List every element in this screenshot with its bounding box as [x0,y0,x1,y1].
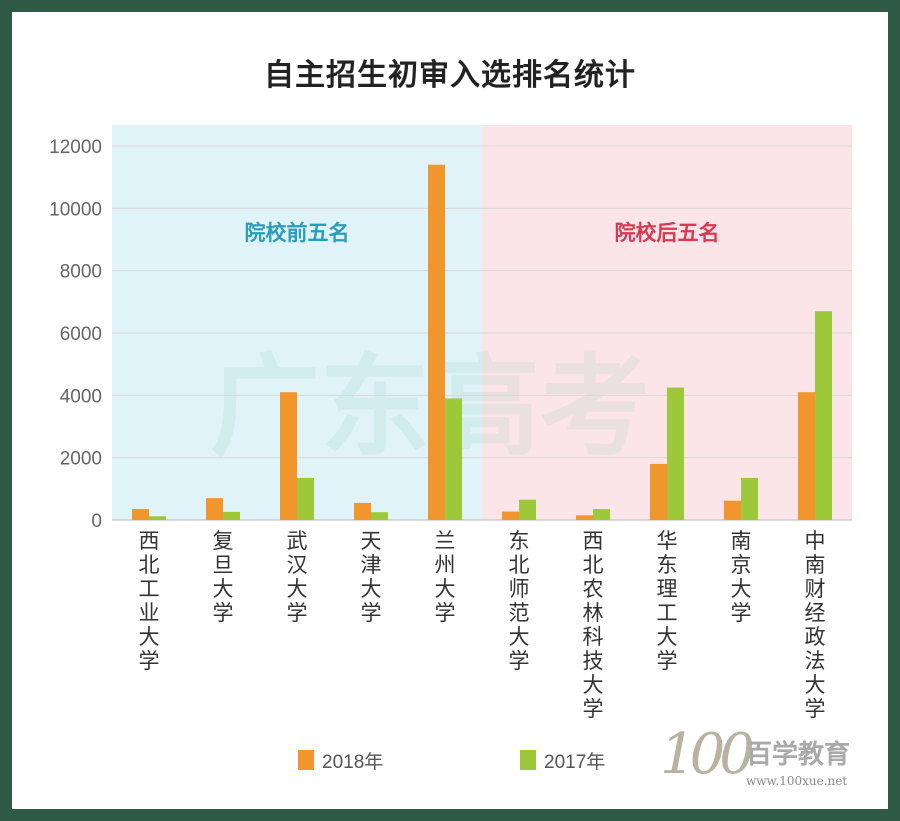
bar-2018 [724,500,741,520]
band-label: 院校后五名 [615,221,720,245]
bar-2018 [132,509,149,520]
x-category-label: 东北师范大学 [509,529,530,673]
x-category-label: 南京大学 [731,529,752,625]
bar-2018 [798,392,815,520]
legend-swatch [520,750,536,770]
bar-2018 [206,498,223,520]
bar-2017 [297,477,314,520]
bar-2018 [502,511,519,520]
bar-2017 [815,311,832,520]
x-category-label: 兰州大学 [435,529,456,625]
bar-2018 [354,502,371,520]
legend-label: 2017年 [544,751,605,773]
brand-logo: 100 百学教育 www.100xue.net [660,722,851,796]
y-tick-label: 6000 [60,324,102,345]
bar-2018 [428,164,445,520]
x-category-label: 中南财经政法大学 [805,529,826,721]
band-label: 院校前五名 [245,221,350,245]
bar-2017 [741,477,758,520]
x-category-label: 西北工业大学 [139,529,160,673]
x-category-label: 华东理工大学 [657,529,678,673]
x-category-label: 天津大学 [361,529,382,625]
y-tick-label: 8000 [60,262,102,283]
x-category-label: 西北农林科技大学 [583,529,604,721]
y-tick-label: 4000 [60,386,102,407]
bar-2017 [149,516,166,520]
bar-2018 [280,392,297,520]
x-category-label: 复旦大学 [213,529,234,625]
y-tick-label: 0 [91,511,102,532]
legend-swatch [298,750,314,770]
bar-2018 [576,515,593,520]
y-tick-label: 12000 [49,137,102,158]
bar-2017 [519,499,536,520]
bar-2017 [593,509,610,520]
brand-logo-name: 百学教育 [746,740,851,770]
brand-logo-url: www.100xue.net [746,774,848,788]
bar-2017 [667,387,684,520]
legend-label: 2018年 [322,751,383,773]
bar-2017 [223,511,240,520]
y-tick-label: 10000 [49,199,102,220]
chart-title: 自主招生初审入选排名统计 [264,58,636,93]
x-category-label: 武汉大学 [287,529,308,625]
bar-2017 [371,512,388,520]
bar-2018 [650,463,667,520]
brand-logo-number: 100 [660,722,755,787]
y-tick-label: 2000 [60,449,102,470]
bar-2017 [445,398,462,520]
